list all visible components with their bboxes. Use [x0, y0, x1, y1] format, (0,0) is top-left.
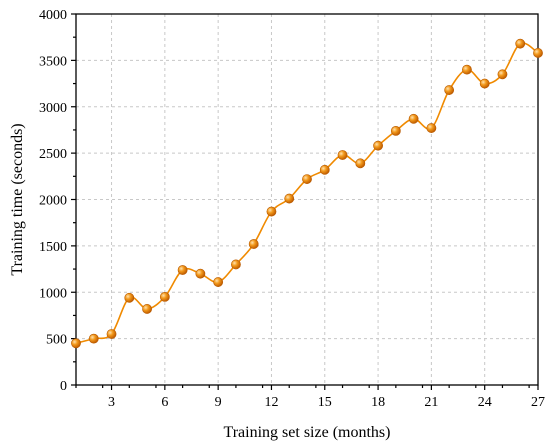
data-point	[355, 158, 366, 169]
x-tick-label: 18	[371, 395, 385, 410]
y-tick-label: 1500	[39, 240, 67, 255]
data-point	[284, 193, 295, 204]
grid-lines	[76, 14, 538, 385]
data-point	[497, 69, 508, 80]
x-tick-label: 3	[108, 395, 115, 410]
data-point	[319, 164, 330, 175]
x-tick-label: 15	[318, 395, 332, 410]
data-point	[195, 268, 206, 279]
data-point	[515, 38, 526, 49]
x-tick-label: 21	[424, 395, 438, 410]
y-tick-label: 2000	[39, 194, 67, 209]
y-tick-label: 0	[60, 379, 67, 394]
data-point	[444, 85, 455, 95]
y-tick-label: 4000	[39, 8, 67, 23]
data-point	[408, 113, 419, 124]
data-point	[462, 64, 472, 75]
y-axis-title: Training time (seconds)	[9, 123, 26, 275]
x-tick-label: 12	[264, 395, 278, 410]
x-tick-label: 6	[161, 395, 168, 410]
x-tick-label: 27	[531, 395, 545, 410]
data-point	[142, 304, 152, 314]
y-tick-label: 3000	[39, 101, 67, 116]
y-tick-label: 1000	[39, 286, 67, 301]
y-tick-label: 2500	[39, 147, 67, 162]
data-point	[71, 338, 81, 349]
data-point	[231, 259, 241, 270]
x-axis-title: Training set size (months)	[224, 424, 391, 441]
x-tick-label: 9	[215, 395, 222, 410]
axes: 3 6 9 12 15 18 21 24 27 0 500 1000 1500 2000 2500 3000 3…	[39, 8, 545, 410]
x-tick-label: 24	[478, 395, 492, 410]
series-line	[75, 42, 539, 345]
y-tick-label: 500	[46, 333, 67, 348]
data-point	[479, 78, 490, 89]
data-point	[302, 174, 312, 184]
data-point	[213, 277, 224, 287]
data-point	[390, 125, 401, 136]
data-point	[533, 48, 543, 58]
data-point	[177, 265, 188, 275]
data-point	[159, 291, 170, 302]
data-point	[426, 123, 437, 133]
data-point	[124, 292, 135, 303]
data-point	[373, 140, 383, 151]
data-point	[266, 206, 277, 217]
data-point	[337, 150, 348, 160]
data-point	[248, 239, 259, 249]
data-point	[88, 333, 99, 344]
data-points	[71, 38, 543, 349]
data-point	[106, 329, 117, 339]
y-tick-label: 3500	[39, 54, 67, 69]
